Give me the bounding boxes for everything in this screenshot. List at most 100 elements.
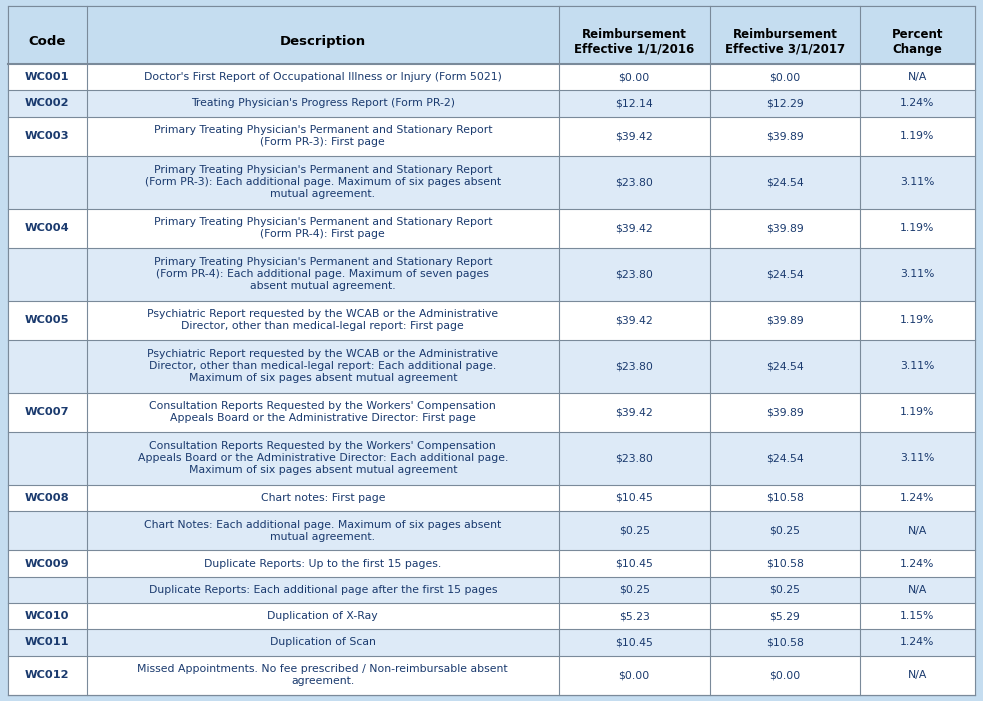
Bar (8, 156, 975, 209)
Text: Percent
Change: Percent Change (892, 28, 944, 56)
Bar (8, 64, 975, 90)
Text: 1.19%: 1.19% (900, 131, 935, 142)
Text: Psychiatric Report requested by the WCAB or the Administrative
Director, other t: Psychiatric Report requested by the WCAB… (147, 349, 498, 383)
Text: Chart notes: First page: Chart notes: First page (260, 493, 385, 503)
Text: Duplicate Reports: Each additional page after the first 15 pages: Duplicate Reports: Each additional page … (148, 585, 497, 595)
Text: Doctor's First Report of Occupational Illness or Injury (Form 5021): Doctor's First Report of Occupational Il… (144, 72, 501, 82)
Text: N/A: N/A (907, 526, 927, 536)
Text: Primary Treating Physician's Permanent and Stationary Report
(Form PR-3): First : Primary Treating Physician's Permanent a… (153, 125, 492, 147)
Bar (8, 484, 975, 511)
Text: $39.42: $39.42 (615, 407, 653, 417)
Text: N/A: N/A (907, 585, 927, 595)
Text: Missed Appointments. No fee prescribed / Non-reimbursable absent
agreement.: Missed Appointments. No fee prescribed /… (138, 665, 508, 686)
Bar (8, 393, 975, 432)
Text: $23.80: $23.80 (615, 361, 653, 372)
Text: WC005: WC005 (26, 315, 70, 325)
Bar (8, 209, 975, 248)
Text: $39.42: $39.42 (615, 224, 653, 233)
Text: $10.45: $10.45 (615, 559, 653, 569)
Text: WC004: WC004 (26, 224, 70, 233)
Text: $24.54: $24.54 (766, 177, 804, 187)
Text: $39.89: $39.89 (766, 131, 804, 142)
Text: 1.24%: 1.24% (900, 493, 935, 503)
Text: $10.45: $10.45 (615, 637, 653, 648)
Text: WC002: WC002 (26, 98, 70, 109)
Text: WC010: WC010 (26, 611, 70, 621)
Text: WC012: WC012 (26, 670, 70, 680)
Text: Consultation Reports Requested by the Workers' Compensation
Appeals Board or the: Consultation Reports Requested by the Wo… (149, 402, 496, 423)
Bar (8, 116, 975, 156)
Text: Reimbursement
Effective 3/1/2017: Reimbursement Effective 3/1/2017 (724, 28, 845, 56)
Text: Treating Physician's Progress Report (Form PR-2): Treating Physician's Progress Report (Fo… (191, 98, 455, 109)
Text: WC003: WC003 (26, 131, 70, 142)
Text: $39.89: $39.89 (766, 315, 804, 325)
Bar (8, 603, 975, 629)
Bar (8, 6, 975, 64)
Text: $5.29: $5.29 (770, 611, 800, 621)
Text: Primary Treating Physician's Permanent and Stationary Report
(Form PR-3): Each a: Primary Treating Physician's Permanent a… (145, 165, 500, 199)
Text: N/A: N/A (907, 72, 927, 82)
Text: $0.25: $0.25 (618, 526, 650, 536)
Text: 3.11%: 3.11% (900, 454, 935, 463)
Text: 1.19%: 1.19% (900, 407, 935, 417)
Text: $12.29: $12.29 (766, 98, 804, 109)
Text: WC011: WC011 (26, 637, 70, 648)
Text: $39.42: $39.42 (615, 315, 653, 325)
Text: $39.89: $39.89 (766, 407, 804, 417)
Text: WC008: WC008 (26, 493, 70, 503)
Text: Duplication of X-Ray: Duplication of X-Ray (267, 611, 378, 621)
Text: Reimbursement
Effective 1/1/2016: Reimbursement Effective 1/1/2016 (574, 28, 694, 56)
Text: $23.80: $23.80 (615, 454, 653, 463)
Text: 3.11%: 3.11% (900, 361, 935, 372)
Text: Code: Code (29, 36, 66, 48)
Text: 3.11%: 3.11% (900, 269, 935, 279)
Bar (8, 301, 975, 340)
Text: Duplicate Reports: Up to the first 15 pages.: Duplicate Reports: Up to the first 15 pa… (204, 559, 441, 569)
Text: $39.89: $39.89 (766, 224, 804, 233)
Text: $10.58: $10.58 (766, 559, 804, 569)
Text: WC007: WC007 (26, 407, 70, 417)
Text: $0.00: $0.00 (770, 72, 800, 82)
Bar (8, 248, 975, 301)
Text: Duplication of Scan: Duplication of Scan (269, 637, 376, 648)
Text: $23.80: $23.80 (615, 269, 653, 279)
Bar (8, 90, 975, 116)
Bar (8, 340, 975, 393)
Text: $10.45: $10.45 (615, 493, 653, 503)
Text: 1.15%: 1.15% (900, 611, 935, 621)
Bar (8, 432, 975, 484)
Text: $0.00: $0.00 (618, 670, 650, 680)
Bar (8, 511, 975, 550)
Text: $10.58: $10.58 (766, 637, 804, 648)
Bar (8, 550, 975, 577)
Bar (8, 577, 975, 603)
Text: $0.25: $0.25 (770, 526, 800, 536)
Text: 1.24%: 1.24% (900, 559, 935, 569)
Text: $10.58: $10.58 (766, 493, 804, 503)
Text: 1.19%: 1.19% (900, 315, 935, 325)
Bar (8, 655, 975, 695)
Text: Description: Description (280, 36, 366, 48)
Text: Chart Notes: Each additional page. Maximum of six pages absent
mutual agreement.: Chart Notes: Each additional page. Maxim… (145, 519, 501, 542)
Text: $39.42: $39.42 (615, 131, 653, 142)
Text: $24.54: $24.54 (766, 269, 804, 279)
Text: $23.80: $23.80 (615, 177, 653, 187)
Text: $0.25: $0.25 (618, 585, 650, 595)
Text: 1.24%: 1.24% (900, 98, 935, 109)
Text: $12.14: $12.14 (615, 98, 653, 109)
Bar (8, 629, 975, 655)
Text: $0.00: $0.00 (618, 72, 650, 82)
Text: Primary Treating Physician's Permanent and Stationary Report
(Form PR-4): Each a: Primary Treating Physician's Permanent a… (153, 257, 492, 292)
Text: 1.24%: 1.24% (900, 637, 935, 648)
Text: WC009: WC009 (26, 559, 70, 569)
Text: 1.19%: 1.19% (900, 224, 935, 233)
Text: Psychiatric Report requested by the WCAB or the Administrative
Director, other t: Psychiatric Report requested by the WCAB… (147, 309, 498, 332)
Text: $5.23: $5.23 (618, 611, 650, 621)
Text: WC001: WC001 (26, 72, 70, 82)
Text: Consultation Reports Requested by the Workers' Compensation
Appeals Board or the: Consultation Reports Requested by the Wo… (138, 442, 508, 475)
Text: $24.54: $24.54 (766, 454, 804, 463)
Text: $0.00: $0.00 (770, 670, 800, 680)
Text: 3.11%: 3.11% (900, 177, 935, 187)
Text: $0.25: $0.25 (770, 585, 800, 595)
Text: Primary Treating Physician's Permanent and Stationary Report
(Form PR-4): First : Primary Treating Physician's Permanent a… (153, 217, 492, 239)
